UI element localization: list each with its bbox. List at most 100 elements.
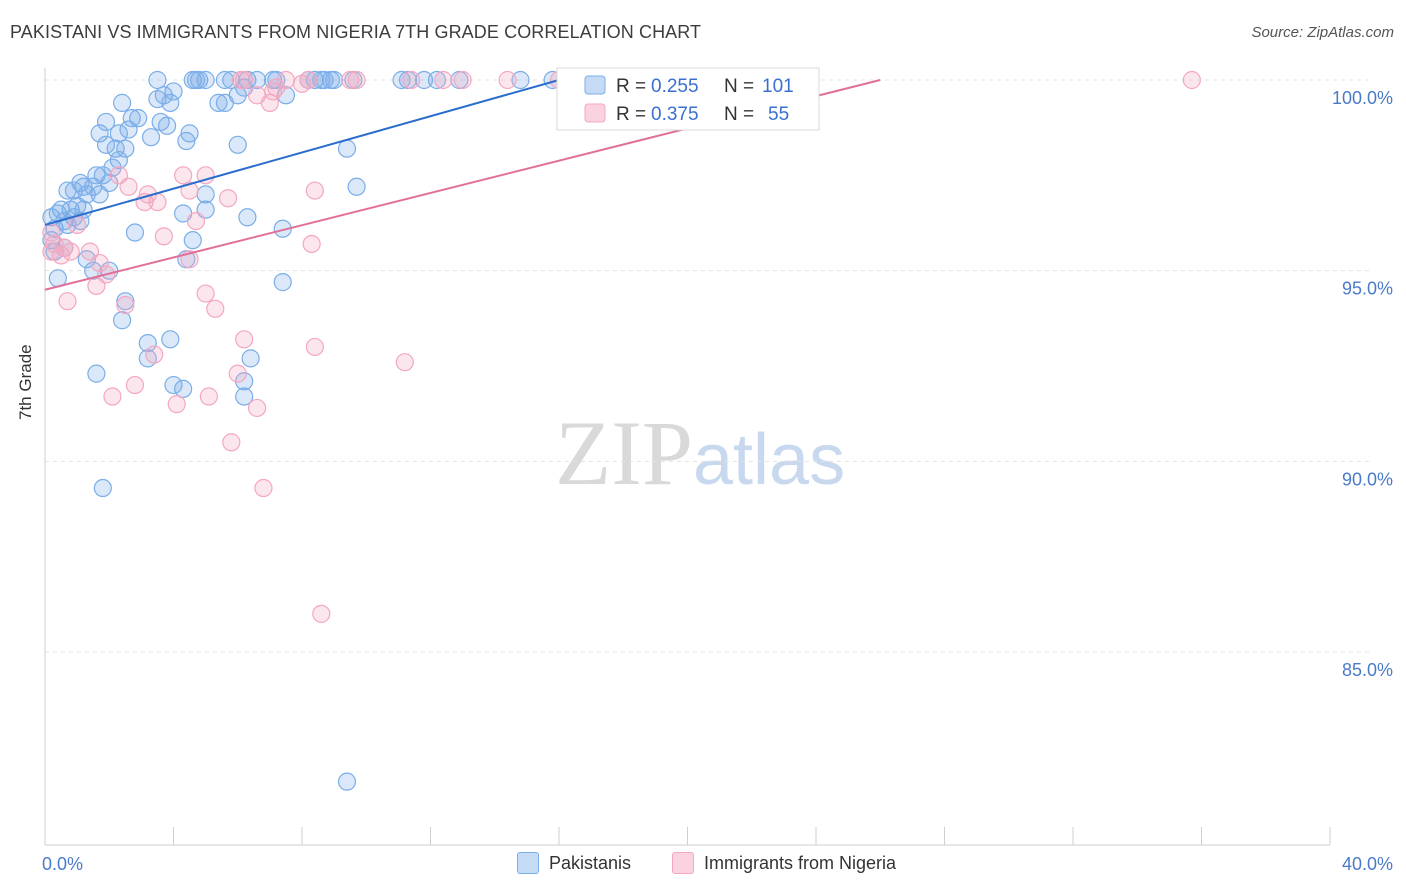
point-nigeria-40	[498, 70, 517, 90]
point-pakistanis-35	[96, 112, 116, 132]
point-nigeria-13	[119, 177, 138, 196]
point-nigeria-5	[61, 242, 80, 261]
point-pakistanis-90	[273, 273, 292, 292]
point-pakistanis-69	[392, 70, 411, 90]
legend-swatch-pakistanis	[584, 75, 606, 95]
point-nigeria-45	[116, 295, 135, 315]
point-pakistanis-41	[180, 124, 199, 143]
legend-r-label-1: R =	[616, 104, 646, 125]
point-nigeria-54	[222, 433, 241, 452]
point-nigeria-42	[1182, 70, 1201, 90]
point-pakistanis-101	[235, 387, 254, 406]
point-pakistanis-94	[161, 330, 180, 349]
point-pakistanis-26	[109, 150, 128, 170]
point-nigeria-46	[145, 345, 164, 364]
y-tick-label-85: 85.0%	[1342, 660, 1393, 680]
point-nigeria-52	[235, 330, 254, 349]
point-pakistanis-96	[241, 349, 260, 368]
point-nigeria-53	[247, 398, 267, 418]
y-tick-label-95: 95.0%	[1342, 279, 1393, 299]
point-pakistanis-78	[347, 177, 366, 196]
point-pakistanis-50	[148, 70, 167, 90]
point-pakistanis-82	[238, 208, 257, 227]
chart-title: PAKISTANI VS IMMIGRANTS FROM NIGERIA 7TH…	[10, 22, 702, 42]
point-pakistanis-93	[138, 334, 157, 353]
bottom-legend-label-nigeria: Immigrants from Nigeria	[704, 852, 897, 873]
axis-layer: 85.0% 90.0% 95.0% 100.0% 0.0% 40.0%	[42, 68, 1393, 874]
point-nigeria-8	[58, 292, 77, 311]
chart-source: Source: ZipAtlas.com	[1251, 24, 1394, 41]
legend-r-label-0: R =	[616, 76, 646, 97]
point-nigeria-1	[45, 234, 64, 254]
point-nigeria-49	[167, 395, 186, 414]
point-nigeria-38	[434, 70, 453, 90]
point-nigeria-35	[341, 70, 360, 90]
point-pakistanis-99	[174, 379, 193, 398]
point-nigeria-4	[42, 223, 61, 242]
legend-r-value-1: 0.375	[651, 104, 699, 125]
point-pakistanis-36	[112, 93, 132, 112]
trendline-pakistanis	[44, 79, 560, 226]
point-pakistanis-55	[215, 70, 234, 90]
point-nigeria-25	[206, 299, 225, 318]
point-pakistanis-100	[235, 372, 254, 391]
point-nigeria-58	[312, 604, 331, 623]
legend-n-value-0: 101	[762, 76, 794, 97]
point-pakistanis-64	[315, 70, 334, 90]
point-pakistanis-28	[106, 139, 125, 158]
grid-layer	[45, 79, 1370, 653]
legend-n-label-0: N =	[724, 76, 754, 97]
point-pakistanis-85	[183, 231, 202, 250]
y-tick-label-90: 90.0%	[1342, 469, 1393, 489]
point-pakistanis-92	[112, 311, 132, 330]
point-nigeria-51	[228, 364, 247, 383]
watermark-atlas: atlas	[693, 420, 846, 500]
bottom-legend-pakistanis[interactable]: Pakistanis	[517, 852, 631, 874]
point-pakistanis-71	[427, 70, 447, 90]
point-pakistanis-98	[164, 375, 183, 395]
point-nigeria-29	[260, 93, 279, 112]
point-pakistanis-38	[157, 116, 177, 135]
point-nigeria-37	[402, 70, 421, 90]
point-nigeria-57	[395, 353, 414, 372]
point-nigeria-36	[347, 70, 366, 90]
point-nigeria-16	[148, 192, 167, 212]
point-pakistanis-34	[129, 109, 148, 128]
point-nigeria-11	[90, 253, 109, 273]
point-nigeria-32	[267, 78, 286, 97]
point-pakistanis-19	[71, 173, 90, 193]
x-tick-label-min: 0.0%	[42, 854, 83, 874]
point-pakistanis-24	[87, 166, 106, 185]
point-pakistanis-76	[228, 135, 247, 154]
point-pakistanis-48	[228, 86, 247, 105]
point-pakistanis-29	[96, 135, 116, 154]
point-nigeria-44	[302, 234, 321, 254]
point-pakistanis-84	[125, 223, 145, 242]
point-pakistanis-56	[222, 70, 241, 90]
point-pakistanis-60	[267, 70, 286, 90]
points-layer	[42, 70, 1201, 791]
point-pakistanis-14	[74, 200, 93, 219]
point-nigeria-17	[154, 227, 173, 246]
bottom-legend-label-pakistanis: Pakistanis	[549, 852, 632, 873]
point-nigeria-22	[196, 166, 215, 185]
bottom-legend-nigeria[interactable]: Immigrants from Nigeria	[672, 852, 896, 874]
point-pakistanis-66	[321, 70, 341, 90]
point-nigeria-48	[103, 387, 122, 406]
point-nigeria-23	[219, 189, 238, 208]
legend-n-label-1: N =	[724, 104, 754, 125]
point-pakistanis-33	[122, 109, 141, 128]
legend-box: R = 0.255 N = 101 R = 0.375 N = 55	[556, 67, 820, 131]
point-nigeria-43	[305, 181, 324, 200]
point-pakistanis-77	[337, 139, 357, 158]
point-pakistanis-54	[196, 70, 215, 90]
point-pakistanis-27	[116, 139, 135, 158]
point-pakistanis-46	[209, 93, 228, 112]
point-pakistanis-22	[93, 166, 112, 185]
point-pakistanis-20	[77, 185, 96, 204]
point-nigeria-27	[235, 70, 254, 90]
bottom-legend-swatch-nigeria	[672, 852, 694, 874]
legend-r-value-0: 0.255	[651, 76, 699, 97]
point-nigeria-55	[254, 478, 273, 498]
